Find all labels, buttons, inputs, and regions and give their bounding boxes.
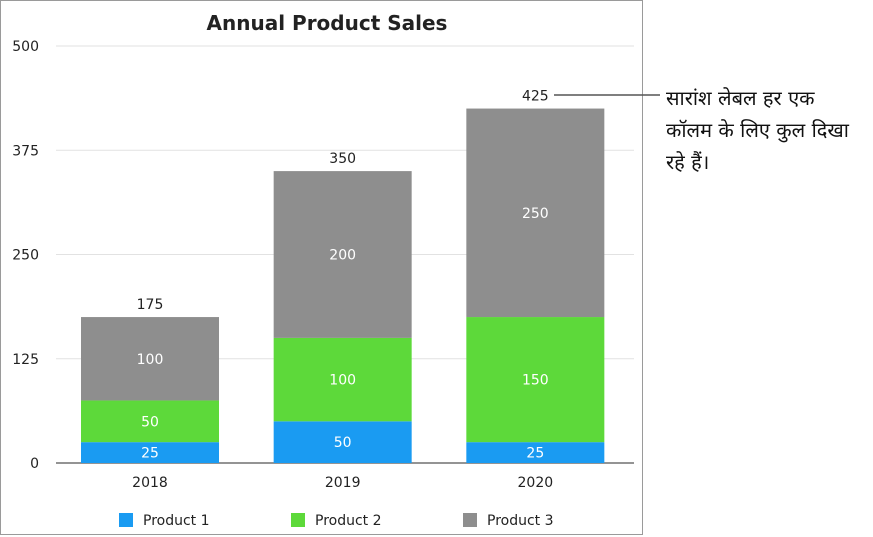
legend: Product 1 Product 2 Product 3 (119, 513, 554, 529)
x-tick-label: 2020 (518, 475, 554, 491)
x-tick-label: 2019 (325, 475, 361, 491)
data-label: 150 (522, 373, 549, 389)
total-label: 425 (522, 89, 549, 105)
y-tick-label: 250 (12, 248, 39, 264)
y-tick-label: 500 (12, 39, 39, 55)
data-label: 25 (141, 446, 159, 462)
data-label: 50 (334, 435, 352, 451)
bar-segment (273, 421, 412, 463)
legend-label: Product 2 (315, 513, 382, 529)
bars (81, 108, 605, 463)
x-axis-ticks: 2018 2019 2020 (132, 475, 553, 491)
total-label: 175 (137, 297, 164, 313)
x-tick-label: 2018 (132, 475, 168, 491)
data-label: 100 (137, 352, 164, 368)
legend-swatch (119, 513, 133, 527)
y-axis-ticks: 0 125 250 375 500 (12, 39, 39, 472)
chart-title: Annual Product Sales (207, 11, 448, 35)
legend-swatch (463, 513, 477, 527)
bar-segment (466, 317, 605, 443)
bar-segment (81, 442, 219, 463)
chart-frame: Annual Product Sales 0 125 250 375 500 25 50 1… (0, 0, 643, 535)
data-label: 25 (526, 446, 544, 462)
total-label: 350 (329, 151, 356, 167)
bar-segment (273, 337, 412, 422)
data-label: 100 (329, 373, 356, 389)
bar-segment (81, 317, 219, 401)
y-tick-label: 125 (12, 352, 39, 368)
legend-label: Product 3 (487, 513, 554, 529)
y-tick-label: 0 (30, 456, 39, 472)
data-labels: 25 50 100 175 50 100 200 350 25 150 250 425 (137, 89, 549, 462)
data-label: 200 (329, 248, 356, 264)
bar-segment (466, 442, 605, 463)
data-label: 50 (141, 414, 159, 430)
callout-annotation: सारांश लेबल हर एक कॉलम के लिए कुल दिखा र… (666, 86, 849, 174)
legend-label: Product 1 (143, 513, 210, 529)
bar-segment (273, 171, 412, 338)
bar-segment (81, 400, 219, 443)
y-tick-label: 375 (12, 143, 39, 159)
data-label: 250 (522, 206, 549, 222)
legend-swatch (291, 513, 305, 527)
chart: Annual Product Sales 0 125 250 375 500 25 50 1… (12, 11, 634, 529)
bar-segment (466, 108, 605, 318)
